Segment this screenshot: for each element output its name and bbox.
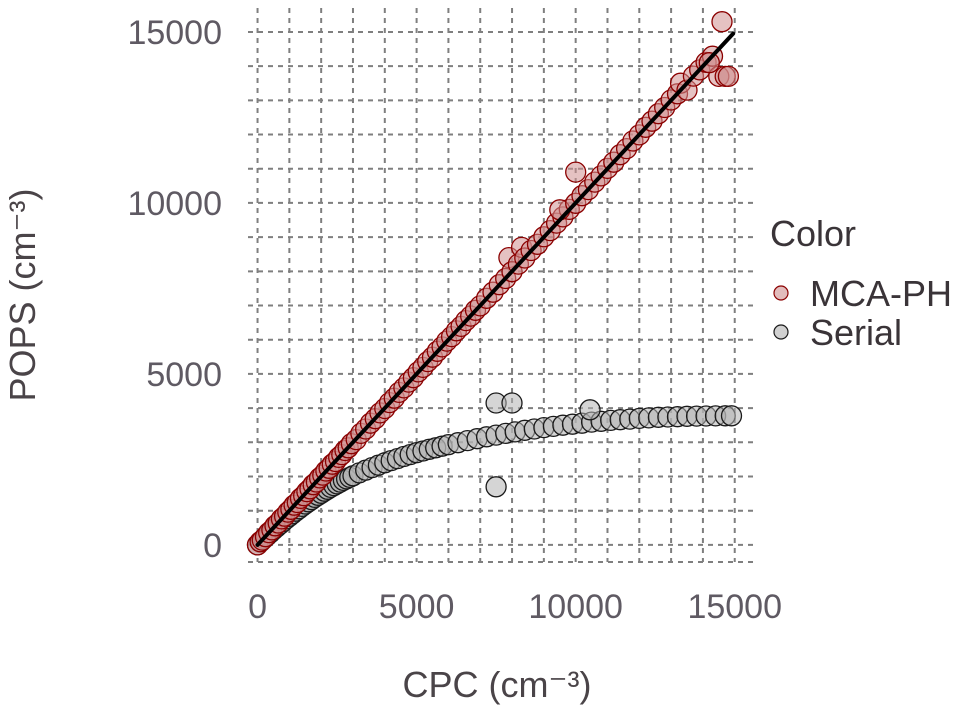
x-tick-label: 5000	[379, 588, 455, 626]
y-tick-label: 0	[203, 527, 222, 565]
legend-key-mca-ph	[773, 285, 789, 301]
point-mca-ph	[711, 11, 733, 33]
y-axis-title: POPS (cm⁻³)	[2, 189, 43, 402]
point-mca-ph	[698, 52, 720, 74]
x-tick-label: 15000	[687, 588, 782, 626]
legend-key-serial	[773, 324, 789, 340]
point-mca-ph	[717, 65, 740, 88]
tick-labels: 0 5000 10000 15000 0 5000 10000 15000	[127, 14, 782, 626]
y-tick-label: 5000	[146, 356, 222, 394]
point-mca-ph	[565, 161, 587, 183]
fit-line-group	[255, 31, 736, 547]
y-tick-label: 15000	[127, 14, 222, 52]
point-serial	[485, 476, 507, 498]
y-tick-label: 10000	[127, 185, 222, 223]
legend: Color MCA-PH Serial	[770, 213, 952, 353]
legend-label-mca-ph: MCA-PH	[810, 273, 952, 314]
x-axis-title: CPC (cm⁻³)	[403, 664, 592, 705]
point-serial	[579, 399, 601, 421]
fit-line	[255, 31, 736, 547]
point-serial	[501, 392, 523, 414]
x-tick-label: 0	[248, 588, 267, 626]
point-serial	[720, 405, 743, 427]
legend-label-serial: Serial	[810, 312, 902, 353]
x-tick-label: 10000	[528, 588, 623, 626]
legend-title: Color	[770, 213, 856, 254]
